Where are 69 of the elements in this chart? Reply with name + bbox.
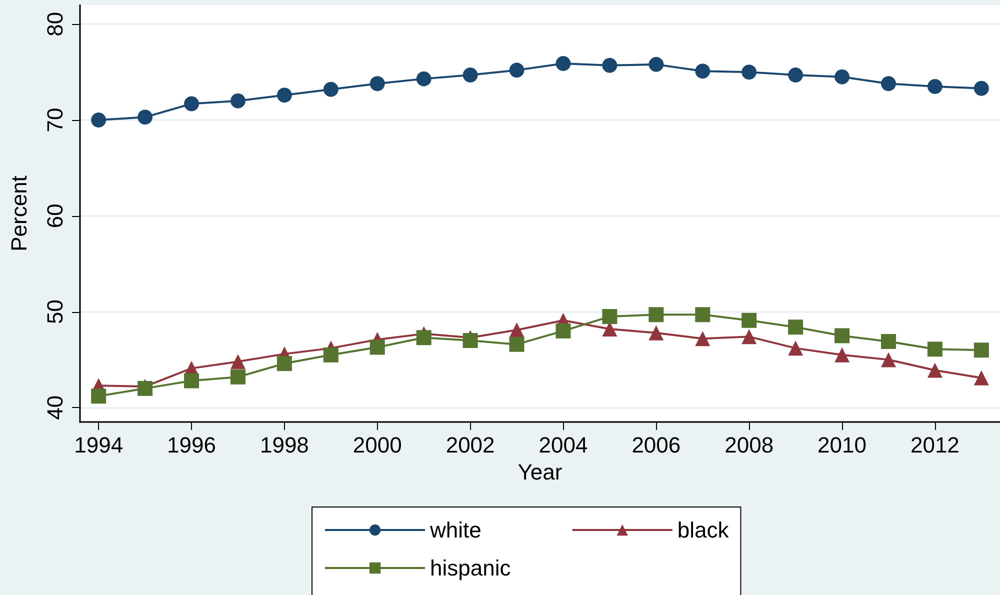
- point: [462, 67, 478, 82]
- point: [276, 356, 292, 372]
- legend-label: black: [677, 518, 730, 542]
- x-tick-label: 2010: [818, 432, 866, 458]
- point: [370, 340, 385, 355]
- point: [742, 312, 757, 328]
- legend-label: white: [429, 518, 482, 542]
- x-tick-label: 1994: [74, 432, 124, 458]
- point: [509, 322, 524, 338]
- point: [602, 58, 618, 73]
- x-tick-label: 2006: [632, 432, 681, 458]
- point: [648, 325, 664, 340]
- point: [184, 373, 200, 388]
- point: [509, 336, 524, 352]
- x-tick-label: 2008: [724, 432, 774, 458]
- point: [742, 64, 757, 80]
- point: [323, 82, 338, 97]
- x-tick-label: 2012: [910, 432, 960, 458]
- point: [138, 110, 153, 125]
- point: [276, 88, 292, 103]
- point: [230, 354, 246, 370]
- point: [370, 76, 385, 92]
- point: [834, 328, 850, 344]
- point: [602, 309, 618, 324]
- x-tick-label: 1998: [260, 432, 309, 458]
- y-tick-label: 60: [42, 204, 68, 228]
- x-tick-label: 2004: [538, 432, 588, 458]
- point: [974, 370, 989, 386]
- legend-label: hispanic: [430, 556, 511, 580]
- point: [462, 333, 478, 348]
- point: [834, 347, 850, 362]
- point: [880, 334, 896, 349]
- point: [648, 307, 664, 322]
- point: [184, 96, 200, 112]
- point: [695, 64, 710, 79]
- point: [788, 340, 804, 356]
- point: [695, 331, 710, 346]
- y-tick-label: 50: [42, 300, 68, 324]
- point: [880, 352, 896, 368]
- point: [695, 307, 710, 322]
- point: [927, 342, 942, 357]
- y-axis-title: Percent: [6, 176, 32, 252]
- point: [91, 388, 106, 404]
- y-tick-label: 70: [42, 108, 68, 132]
- point: [230, 369, 246, 384]
- point: [927, 362, 942, 378]
- point: [91, 112, 106, 128]
- x-tick-label: 2000: [352, 432, 402, 458]
- point: [416, 71, 432, 86]
- point: [788, 320, 804, 335]
- x-axis-title: Year: [518, 459, 562, 484]
- point: [927, 78, 942, 94]
- point: [742, 329, 757, 344]
- point: [230, 93, 246, 108]
- y-tick-label: 80: [42, 12, 68, 36]
- y-tick-label: 40: [42, 395, 68, 420]
- point: [974, 80, 989, 96]
- x-tick-label: 2002: [446, 432, 495, 458]
- x-tick-label: 1996: [167, 432, 216, 458]
- point: [974, 342, 989, 358]
- point: [323, 347, 338, 362]
- point: [556, 56, 571, 71]
- point: [556, 323, 571, 338]
- point: [509, 62, 524, 78]
- point: [834, 69, 850, 84]
- point: [788, 67, 804, 82]
- point: [416, 330, 432, 346]
- point: [648, 56, 664, 72]
- point: [881, 76, 896, 92]
